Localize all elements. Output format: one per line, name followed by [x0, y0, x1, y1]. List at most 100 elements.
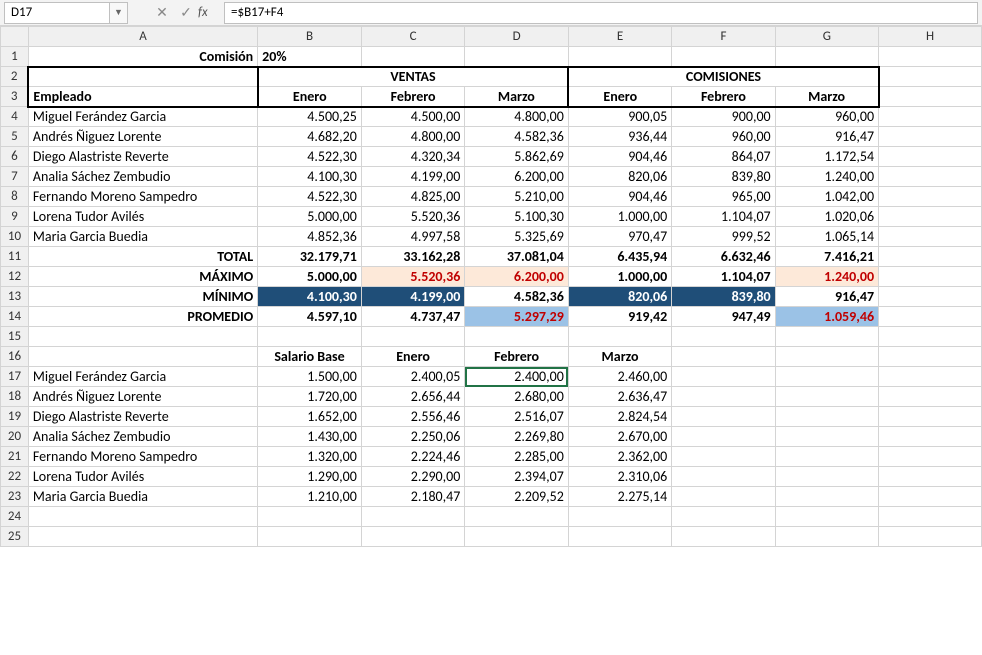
cell[interactable]: 947,49: [672, 307, 775, 327]
cell[interactable]: 1.020,06: [775, 207, 878, 227]
cell[interactable]: [879, 87, 982, 107]
cell[interactable]: 4.825,00: [361, 187, 465, 207]
cell[interactable]: Febrero: [465, 347, 569, 367]
row-header[interactable]: 11: [1, 247, 29, 267]
cell[interactable]: Lorena Tudor Avilés: [28, 467, 257, 487]
cell[interactable]: 4.997,58: [361, 227, 465, 247]
cell[interactable]: [879, 147, 982, 167]
cell[interactable]: 1.059,46: [775, 307, 878, 327]
cell[interactable]: 6.632,46: [672, 247, 775, 267]
cell[interactable]: [672, 47, 775, 67]
cell[interactable]: 1.320,00: [258, 447, 362, 467]
row-header[interactable]: 1: [1, 47, 29, 67]
cell[interactable]: 20%: [258, 47, 362, 67]
cell[interactable]: 5.100,30: [465, 207, 569, 227]
cell[interactable]: 32.179,71: [258, 247, 362, 267]
cell[interactable]: Febrero: [672, 87, 775, 107]
cell[interactable]: [879, 327, 982, 347]
cell[interactable]: 1.104,07: [672, 267, 775, 287]
cell[interactable]: Analia Sáchez Zembudio: [28, 167, 257, 187]
cell[interactable]: [28, 347, 257, 367]
row-header[interactable]: 20: [1, 427, 29, 447]
cell[interactable]: [775, 367, 878, 387]
cell[interactable]: [361, 527, 465, 547]
cell[interactable]: [28, 67, 257, 87]
cell[interactable]: [672, 347, 775, 367]
cell[interactable]: 1.430,00: [258, 427, 362, 447]
cell[interactable]: [879, 467, 982, 487]
cell[interactable]: 33.162,28: [361, 247, 465, 267]
cell[interactable]: 5.000,00: [258, 207, 362, 227]
cell[interactable]: [28, 527, 257, 547]
cell[interactable]: [879, 187, 982, 207]
col-header[interactable]: G: [775, 27, 878, 47]
cell[interactable]: [568, 327, 671, 347]
cell[interactable]: 820,06: [568, 287, 671, 307]
cell[interactable]: 4.800,00: [465, 107, 569, 127]
cell[interactable]: 900,05: [568, 107, 671, 127]
row-header[interactable]: 16: [1, 347, 29, 367]
cell[interactable]: [879, 67, 982, 87]
cell[interactable]: 900,00: [672, 107, 775, 127]
cell[interactable]: 4.500,00: [361, 107, 465, 127]
cell[interactable]: [672, 367, 775, 387]
cell[interactable]: [879, 527, 982, 547]
cell[interactable]: 2.250,06: [361, 427, 465, 447]
cell[interactable]: 4.737,47: [361, 307, 465, 327]
cell[interactable]: 4.582,36: [465, 127, 569, 147]
cell[interactable]: [672, 447, 775, 467]
cell[interactable]: [879, 227, 982, 247]
cell[interactable]: Enero: [361, 347, 465, 367]
cell[interactable]: 2.656,44: [361, 387, 465, 407]
cell[interactable]: [258, 527, 362, 547]
cell[interactable]: [775, 467, 878, 487]
cell[interactable]: 2.290,00: [361, 467, 465, 487]
cell[interactable]: MÁXIMO: [28, 267, 257, 287]
row-header[interactable]: 5: [1, 127, 29, 147]
cell[interactable]: [879, 267, 982, 287]
row-header[interactable]: 19: [1, 407, 29, 427]
cell[interactable]: 37.081,04: [465, 247, 569, 267]
row-header[interactable]: 15: [1, 327, 29, 347]
cell[interactable]: 6.200,00: [465, 267, 569, 287]
cell[interactable]: [775, 487, 878, 507]
row-header[interactable]: 22: [1, 467, 29, 487]
cell[interactable]: 4.852,36: [258, 227, 362, 247]
cell[interactable]: Analia Sáchez Zembudio: [28, 427, 257, 447]
cell[interactable]: [775, 347, 878, 367]
cell[interactable]: [465, 527, 569, 547]
cell[interactable]: Enero: [258, 87, 362, 107]
cell[interactable]: [879, 407, 982, 427]
cell[interactable]: 919,42: [568, 307, 671, 327]
row-header[interactable]: 3: [1, 87, 29, 107]
cell[interactable]: [879, 207, 982, 227]
cell[interactable]: [672, 327, 775, 347]
cell[interactable]: Andrés Ñiguez Lorente: [28, 387, 257, 407]
cell[interactable]: Comisión: [28, 47, 257, 67]
cell[interactable]: 5.000,00: [258, 267, 362, 287]
cell[interactable]: [879, 487, 982, 507]
name-box[interactable]: D17: [4, 2, 110, 24]
row-header[interactable]: 4: [1, 107, 29, 127]
cell[interactable]: 1.104,07: [672, 207, 775, 227]
cell[interactable]: [672, 467, 775, 487]
cell[interactable]: 4.500,25: [258, 107, 362, 127]
cell[interactable]: [775, 527, 878, 547]
row-header[interactable]: 21: [1, 447, 29, 467]
select-all-corner[interactable]: [1, 27, 29, 47]
cell[interactable]: [879, 127, 982, 147]
cell[interactable]: [775, 327, 878, 347]
cell[interactable]: 916,47: [775, 287, 878, 307]
cell[interactable]: 960,00: [775, 107, 878, 127]
cell[interactable]: [879, 447, 982, 467]
cell[interactable]: 2.394,07: [465, 467, 569, 487]
cell[interactable]: 2.460,00: [568, 367, 671, 387]
cell[interactable]: 1.240,00: [775, 267, 878, 287]
cell[interactable]: Diego Alastriste Reverte: [28, 147, 257, 167]
cell[interactable]: 2.269,80: [465, 427, 569, 447]
row-header[interactable]: 24: [1, 507, 29, 527]
cell[interactable]: [879, 367, 982, 387]
row-header[interactable]: 8: [1, 187, 29, 207]
cell[interactable]: 1.000,00: [568, 207, 671, 227]
cell[interactable]: [361, 47, 465, 67]
